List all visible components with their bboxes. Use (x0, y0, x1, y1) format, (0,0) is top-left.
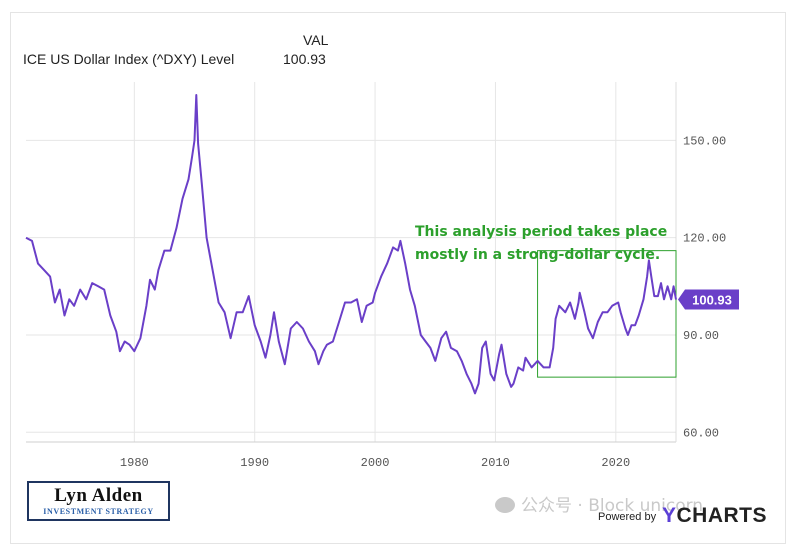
logo-tagline: INVESTMENT STRATEGY (43, 507, 154, 516)
ycharts-logo-y: Y (662, 504, 677, 527)
lyn-alden-logo: Lyn Alden INVESTMENT STRATEGY (27, 481, 170, 521)
powered-by-label: Powered by (598, 511, 657, 523)
ycharts-logo-text: CHARTS (676, 504, 768, 527)
x-tick-label: 1980 (120, 456, 149, 470)
annotation-line-1: This analysis period takes place (415, 224, 667, 240)
logo-name: Lyn Alden (54, 485, 143, 506)
series-name-label: ICE US Dollar Index (^DXY) Level (23, 51, 235, 67)
annotation-box (537, 250, 677, 378)
watermark-text: 公众号 · Block unicorn (521, 496, 704, 516)
ycharts-logo: YCHARTS (662, 504, 767, 528)
x-tick-label: 2000 (361, 456, 390, 470)
last-value-badge (678, 289, 739, 310)
watermark: 公众号 · Block unicorn (495, 491, 703, 516)
x-tick-label: 2020 (601, 456, 630, 470)
y-tick-label: 60.00 (683, 426, 719, 440)
chart-frame (10, 12, 786, 544)
wechat-icon (495, 497, 515, 513)
annotation-line-2: mostly in a strong-dollar cycle. (415, 247, 660, 263)
series-current-value: 100.93 (283, 51, 326, 67)
y-tick-label: 150.00 (683, 134, 726, 148)
value-column-header: VAL (303, 32, 329, 48)
y-tick-label: 120.00 (683, 232, 726, 246)
y-tick-label: 90.00 (683, 329, 719, 343)
last-value-text: 100.93 (692, 293, 732, 308)
x-tick-label: 1990 (240, 456, 269, 470)
series-line (25, 94, 677, 395)
x-tick-label: 2010 (481, 456, 510, 470)
